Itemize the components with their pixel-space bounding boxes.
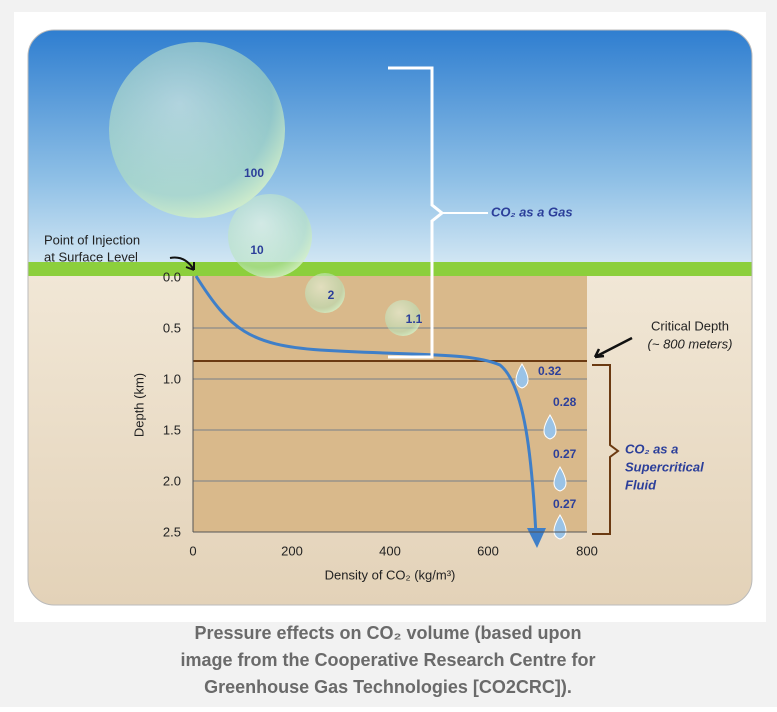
y-axis-label: Depth (km) xyxy=(131,373,146,437)
x-tick-label: 400 xyxy=(379,543,401,558)
droplet-label: 0.27 xyxy=(553,497,577,511)
y-tick-label: 0.5 xyxy=(163,320,181,335)
bubble xyxy=(385,300,421,336)
x-tick-label: 0 xyxy=(189,543,196,558)
caption: Pressure effects on CO₂ volume (based up… xyxy=(194,623,581,643)
injection-label: Point of Injection xyxy=(44,232,140,247)
critical-arrow xyxy=(593,336,633,359)
critical-label: (~ 800 meters) xyxy=(648,336,733,351)
grid xyxy=(193,327,587,482)
x-tick-label: 800 xyxy=(576,543,598,558)
injection-label: at Surface Level xyxy=(44,249,138,264)
bubble xyxy=(228,194,312,278)
density-curve xyxy=(194,275,538,536)
caption: Greenhouse Gas Technologies [CO2CRC]). xyxy=(204,677,572,697)
bubble-label: 10 xyxy=(250,243,264,257)
y-tick-label: 1.0 xyxy=(163,371,181,386)
x-axis-label: Density of CO₂ (kg/m³) xyxy=(325,567,456,582)
droplets xyxy=(515,363,567,540)
x-tick-label: 600 xyxy=(477,543,499,558)
bubble-label: 1.1 xyxy=(406,312,423,326)
fluid-label: CO₂ as a xyxy=(625,441,678,456)
bubble-label: 2 xyxy=(328,288,335,302)
fluid-label: Supercritical xyxy=(625,459,704,474)
caption: image from the Cooperative Research Cent… xyxy=(180,650,595,670)
bubble xyxy=(109,42,285,218)
critical-label: Critical Depth xyxy=(651,318,729,333)
curve-arrow xyxy=(527,528,546,548)
y-tick-label: 2.0 xyxy=(163,473,181,488)
fluid-bracket xyxy=(592,364,620,535)
fluid-label: Fluid xyxy=(625,477,657,492)
bubble-label: 100 xyxy=(244,166,264,180)
x-tick-label: 200 xyxy=(281,543,303,558)
panel-border xyxy=(27,29,753,606)
injection-arrow xyxy=(169,256,195,271)
y-tick-label: 0.0 xyxy=(163,269,181,284)
droplet-label: 0.27 xyxy=(553,447,577,461)
bubble xyxy=(305,273,345,313)
droplet-label: 0.32 xyxy=(538,364,562,378)
grass xyxy=(28,262,752,276)
droplet-label: 0.28 xyxy=(553,395,577,409)
y-tick-label: 1.5 xyxy=(163,422,181,437)
y-tick-label: 2.5 xyxy=(163,524,181,539)
gas-label: CO₂ as a Gas xyxy=(491,204,573,219)
